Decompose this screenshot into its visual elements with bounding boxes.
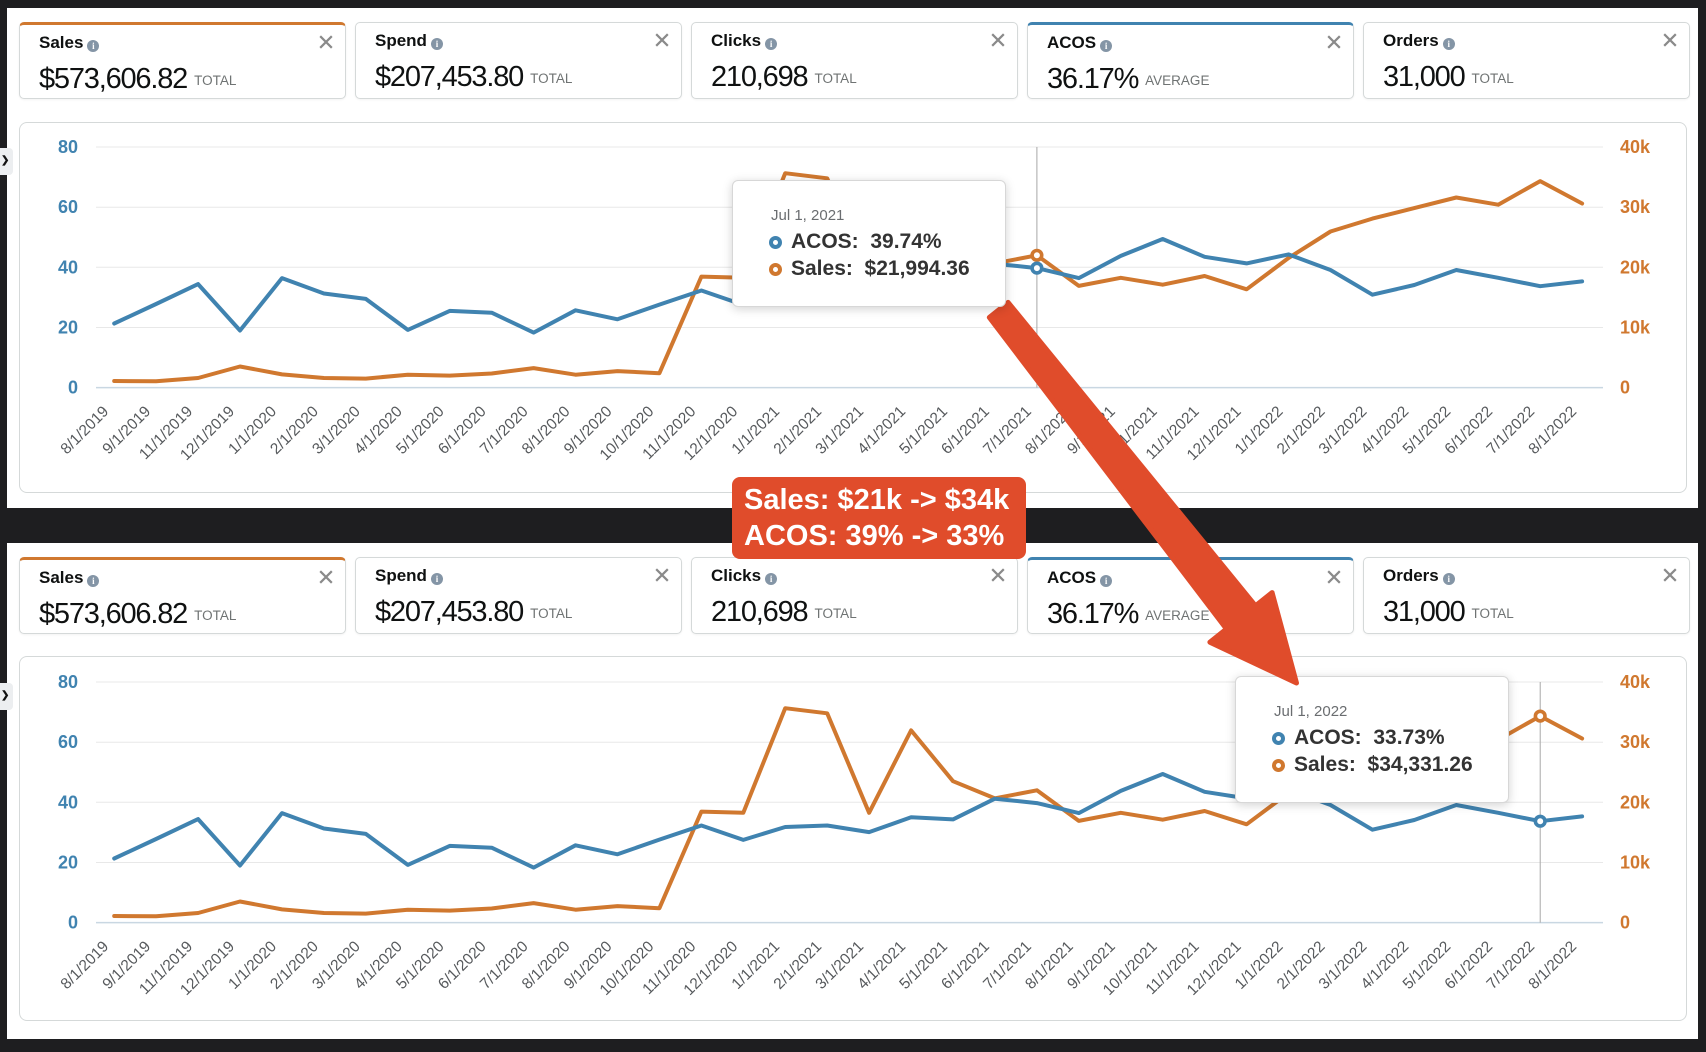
- svg-text:20: 20: [58, 853, 78, 873]
- svg-text:40: 40: [58, 257, 78, 277]
- svg-text:0: 0: [68, 913, 78, 933]
- svg-text:30k: 30k: [1620, 197, 1651, 217]
- svg-text:0: 0: [1620, 913, 1630, 933]
- svg-text:20k: 20k: [1620, 257, 1651, 277]
- svg-text:40: 40: [58, 792, 78, 812]
- svg-text:60: 60: [58, 732, 78, 752]
- svg-text:40k: 40k: [1620, 137, 1651, 157]
- svg-text:40k: 40k: [1620, 672, 1651, 692]
- svg-text:30k: 30k: [1620, 732, 1651, 752]
- svg-text:20k: 20k: [1620, 792, 1651, 812]
- svg-text:10k: 10k: [1620, 853, 1651, 873]
- svg-text:0: 0: [1620, 378, 1630, 398]
- svg-text:80: 80: [58, 137, 78, 157]
- svg-text:0: 0: [68, 378, 78, 398]
- svg-text:60: 60: [58, 197, 78, 217]
- svg-text:80: 80: [58, 672, 78, 692]
- svg-text:20: 20: [58, 318, 78, 338]
- svg-text:10k: 10k: [1620, 318, 1651, 338]
